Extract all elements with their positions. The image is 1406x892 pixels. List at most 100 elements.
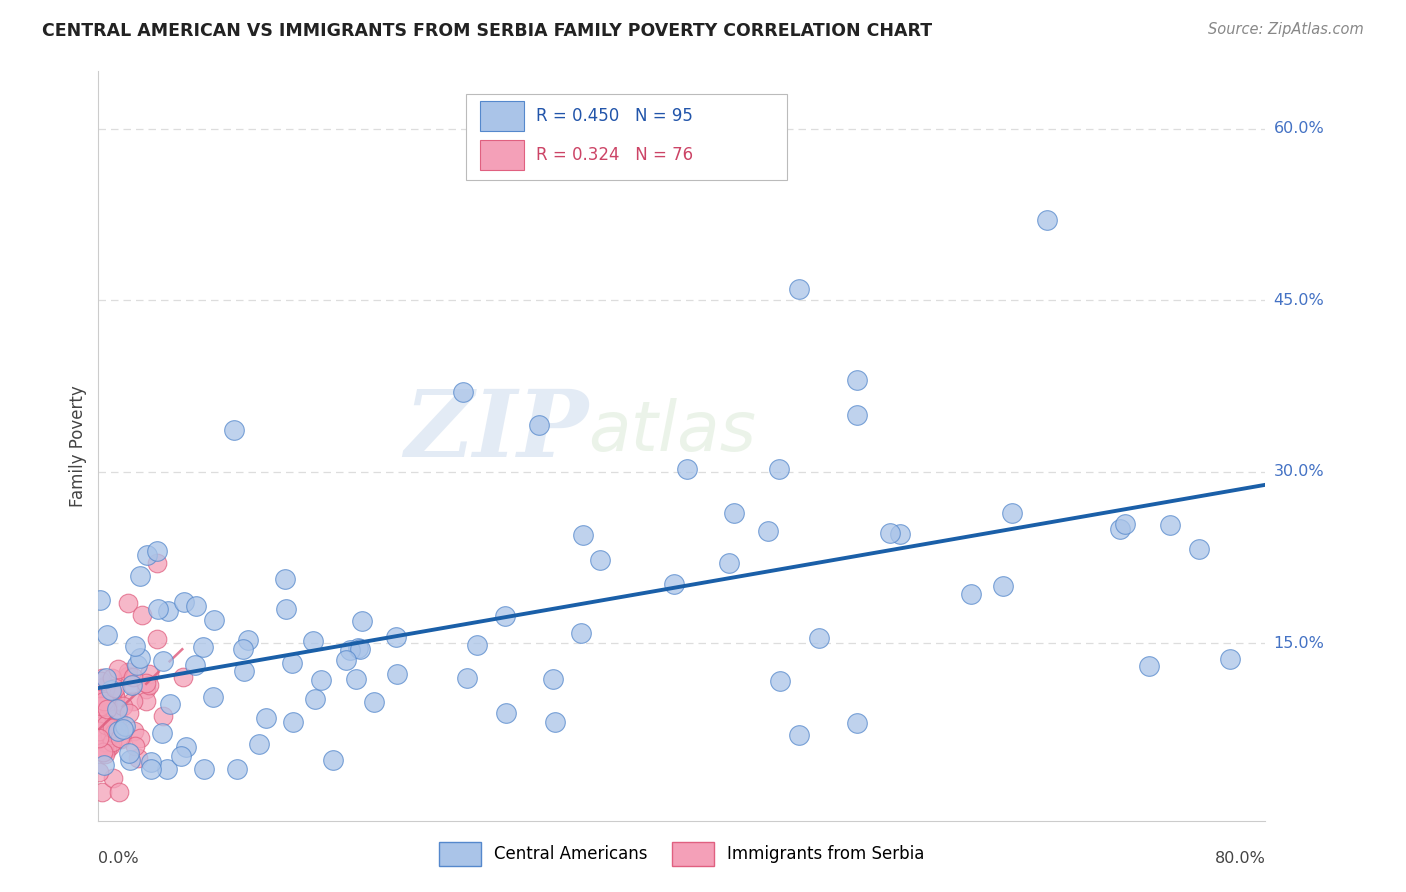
Point [98,728,121,742]
Text: atlas: atlas [589,398,756,465]
Point [110,731,132,746]
Point [527,417,550,432]
Text: CENTRAL AMERICAN VS IMMIGRANTS FROM SERBIA FAMILY POVERTY CORRELATION CHART: CENTRAL AMERICAN VS IMMIGRANTS FROM SERB… [42,22,932,40]
Point [89,765,111,780]
Point [146,632,169,647]
Point [280,656,302,670]
Point [108,731,131,745]
Point [495,706,517,720]
Point [124,739,146,753]
Point [118,746,141,760]
Point [322,753,344,767]
Point [117,596,139,610]
Point [991,579,1014,593]
Point [148,602,170,616]
Point [1108,522,1130,536]
Point [184,658,207,673]
Point [135,676,157,690]
Point [117,668,139,682]
Point [91,672,114,686]
Point [90,692,112,706]
Point [1001,506,1024,520]
Point [676,461,699,475]
Point [121,670,143,684]
Point [879,526,901,541]
Point [662,577,685,591]
Point [104,690,127,704]
Point [156,762,179,776]
Point [105,725,128,739]
Point [107,662,129,676]
Point [103,713,125,727]
Point [1137,659,1160,673]
Point [572,527,595,541]
Point [344,672,367,686]
Point [93,746,115,760]
Text: Source: ZipAtlas.com: Source: ZipAtlas.com [1208,22,1364,37]
Point [94,742,117,756]
Point [136,549,159,563]
Point [768,461,790,475]
Point [94,693,117,707]
Point [541,672,564,686]
Point [723,506,745,520]
Point [224,423,246,437]
Point [352,615,374,629]
Point [101,735,124,749]
Point [232,641,254,656]
Point [101,686,124,700]
Point [93,706,115,720]
Point [94,718,117,732]
Point [101,724,124,739]
Point [139,755,162,769]
Point [94,747,117,761]
Point [107,785,129,799]
Point [769,673,792,688]
Point [960,587,983,601]
Point [90,674,112,689]
Point [96,628,118,642]
Point [107,712,129,726]
Point [89,719,111,733]
Point [846,373,869,387]
Text: 0.0%: 0.0% [98,851,139,866]
Point [807,631,830,645]
Text: ZIP: ZIP [405,386,589,476]
Point [90,702,112,716]
Point [89,592,111,607]
Bar [479,102,524,131]
Point [202,613,225,627]
Point [104,689,127,703]
Point [91,785,114,799]
Point [131,607,153,622]
Point [124,640,146,654]
Point [94,680,117,694]
Point [281,715,304,730]
Point [94,736,117,750]
Text: 30.0%: 30.0% [1274,464,1324,479]
Point [787,282,810,296]
Point [304,691,326,706]
Point [93,694,115,708]
Point [544,714,567,729]
Point [1188,542,1211,557]
Y-axis label: Family Poverty: Family Poverty [69,385,87,507]
Point [309,673,332,687]
Point [100,721,122,735]
Point [117,665,139,680]
Point [152,655,174,669]
Point [385,667,408,681]
Point [100,672,122,686]
Point [846,716,869,731]
Point [889,526,911,541]
Point [384,630,406,644]
Point [184,599,207,614]
Point [718,556,741,570]
Point [146,556,169,570]
Point [96,697,118,711]
Point [121,677,143,691]
Point [456,671,478,685]
Point [339,643,361,657]
Point [170,748,193,763]
Text: R = 0.324   N = 76: R = 0.324 N = 76 [536,146,693,164]
